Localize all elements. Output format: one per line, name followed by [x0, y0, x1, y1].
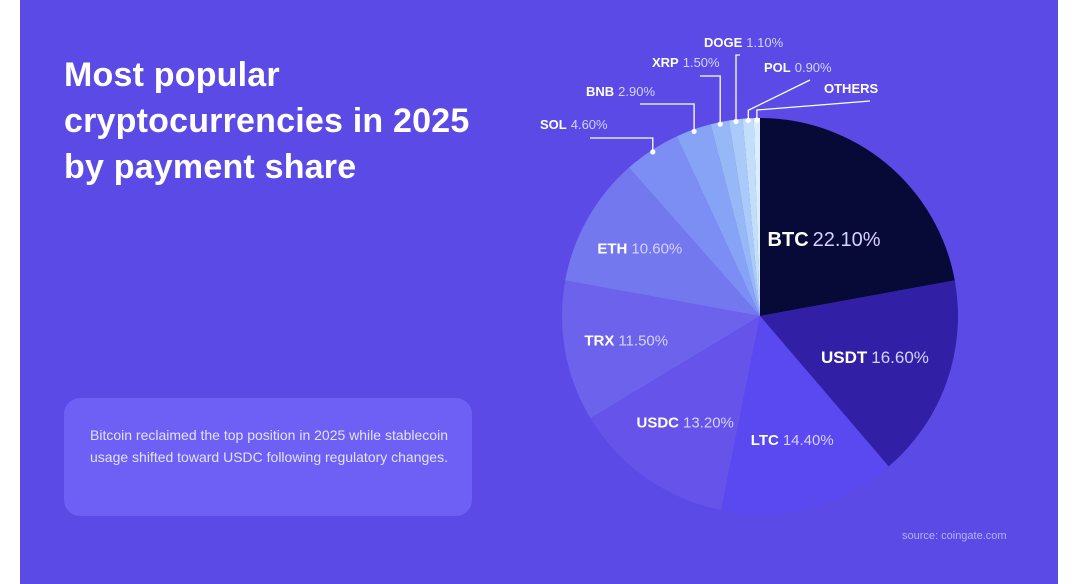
pie-slice-pol [742, 118, 760, 316]
leader-dot-pol [745, 117, 751, 123]
pie-slice-bnb [676, 124, 760, 316]
pie-slice-xrp [710, 120, 760, 316]
slice-label-others: OTHERS [824, 81, 879, 96]
leader-dot-others [754, 117, 760, 123]
note-box: Bitcoin reclaimed the top position in 20… [64, 398, 472, 516]
note-text: Bitcoin reclaimed the top position in 20… [90, 427, 448, 465]
leader-dot-sol [650, 149, 656, 155]
leader-line-doge [735, 54, 740, 122]
slice-label-name: XRP [652, 55, 679, 70]
leader-line-sol [590, 137, 654, 152]
source-credit: source: coingate.com [902, 530, 1007, 542]
slice-label-doge: DOGE 1.10% [704, 35, 784, 50]
slice-label-value: 14.40% [783, 432, 834, 449]
slice-label-value: 22.10% [813, 229, 881, 251]
slice-label-bnb: BNB 2.90% [586, 84, 655, 99]
slice-label-xrp: XRP 1.50% [652, 55, 720, 70]
slice-label-name: BNB [586, 84, 614, 99]
leader-dot-doge [733, 118, 739, 125]
slice-label-btc: BTC 22.10% [768, 229, 881, 251]
pie-slice-sol [628, 136, 760, 316]
pie-slice-usdc [590, 316, 760, 511]
slice-label-value: 1.10% [746, 35, 783, 50]
slice-label-name: USDC [636, 415, 679, 432]
pie-slice-btc [760, 118, 955, 316]
slice-label-name: SOL [540, 117, 567, 132]
leader-line-bnb [640, 103, 695, 132]
pie-slice-trx [562, 280, 760, 419]
slice-label-value: 11.50% [618, 333, 668, 350]
leader-dot-bnb [691, 128, 697, 134]
pie-slice-eth [565, 167, 760, 316]
leader-line-others [756, 100, 871, 120]
slice-label-name: POL [764, 60, 791, 75]
slice-label-name: ETH [597, 240, 627, 257]
slice-label-usdc: USDC 13.20% [636, 415, 733, 432]
slice-label-ltc: LTC 14.40% [751, 432, 834, 449]
slice-label-value: 13.20% [683, 415, 734, 432]
slice-label-value: 2.90% [618, 84, 655, 99]
slice-label-value: 4.60% [571, 117, 608, 132]
slice-label-value: 0.90% [795, 60, 832, 75]
slice-label-name: OTHERS [824, 81, 879, 96]
pie-slice-ltc [721, 316, 889, 515]
slice-label-trx: TRX 11.50% [584, 333, 668, 350]
slice-label-name: LTC [751, 432, 779, 449]
slice-label-name: USDT [821, 348, 868, 367]
leader-dot-xrp [717, 121, 723, 127]
slice-label-sol: SOL 4.60% [540, 117, 608, 132]
leader-line-xrp [700, 75, 721, 125]
slice-label-value: 1.50% [683, 55, 720, 70]
slice-label-pol: POL 0.90% [764, 60, 832, 75]
pie-slice-others [753, 118, 760, 316]
slice-label-name: BTC [768, 229, 809, 251]
slice-label-usdt: USDT 16.60% [821, 348, 929, 367]
pie-slice-doge [729, 118, 760, 317]
leader-line-pol [747, 79, 811, 121]
slice-label-name: TRX [584, 333, 614, 350]
slice-label-eth: ETH 10.60% [597, 240, 682, 257]
chart-title: Most popular cryptocurrencies in 2025 by… [64, 56, 470, 186]
pie-slice-usdt [760, 280, 958, 467]
slice-label-value: 16.60% [871, 348, 929, 367]
slice-label-name: DOGE [704, 35, 743, 50]
slice-label-value: 10.60% [631, 240, 682, 257]
